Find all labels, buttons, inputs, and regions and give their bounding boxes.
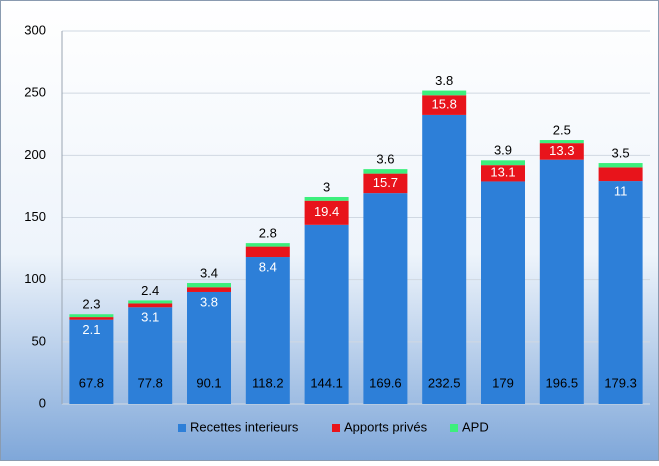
bar-segment [481, 181, 525, 404]
data-label: 232.5 [428, 375, 461, 390]
bar-segment [363, 173, 408, 194]
bar-segment [422, 90, 467, 96]
data-label: 2.3 [82, 297, 100, 312]
data-label: 3.6 [376, 152, 394, 167]
bar-segment [245, 243, 290, 247]
bar-segment [539, 143, 584, 160]
legend-label: Recettes interieurs [190, 419, 299, 434]
data-label: 77.8 [138, 375, 163, 390]
bar-segment [539, 140, 584, 144]
bar-segment [69, 314, 114, 318]
bar-segment [245, 257, 290, 404]
bar-segment [69, 319, 114, 404]
bar-segment [304, 196, 349, 201]
y-tick-label: 0 [39, 395, 46, 410]
data-label: 3 [323, 179, 330, 194]
bar-segment [422, 114, 467, 405]
data-label: 67.8 [79, 375, 104, 390]
data-label: 8.4 [259, 259, 277, 274]
data-label: 11 [614, 184, 628, 199]
legend-label: APD [462, 419, 489, 434]
bar-segment [304, 224, 349, 404]
y-tick-label: 250 [24, 85, 46, 100]
legend-swatch [332, 424, 340, 432]
data-label: 90.1 [196, 375, 221, 390]
data-label: 179.3 [604, 375, 637, 390]
bar-segment [363, 169, 408, 174]
bar-segment [481, 160, 525, 166]
data-label: 144.1 [310, 375, 343, 390]
data-label: 196.5 [546, 375, 579, 390]
data-label: 2.5 [553, 122, 571, 137]
bar-segment [128, 307, 173, 404]
bar-segment [598, 163, 643, 168]
bar-segment [128, 300, 173, 304]
data-label: 19.4 [314, 204, 339, 219]
y-tick-label: 50 [32, 333, 46, 348]
data-label: 2.4 [141, 283, 159, 298]
bar-segment [187, 283, 231, 288]
data-label: 118.2 [252, 375, 284, 390]
y-tick-label: 150 [24, 209, 46, 224]
bar-segment [187, 287, 231, 292]
data-label: 179 [492, 375, 514, 390]
data-label: 3.8 [435, 73, 453, 88]
data-label: 2.8 [259, 226, 277, 241]
legend-swatch [178, 424, 186, 432]
bar-segment [187, 291, 231, 404]
data-label: 3.8 [200, 294, 218, 309]
data-label: 3.9 [494, 143, 512, 158]
y-tick-label: 100 [24, 271, 46, 286]
data-label: 169.6 [369, 375, 402, 390]
bar-segment [128, 303, 173, 308]
y-tick-label: 200 [24, 147, 46, 162]
bar-segment [69, 317, 114, 320]
data-label: 3.5 [612, 145, 630, 160]
data-label: 2.1 [82, 322, 100, 337]
bar-segment [245, 246, 290, 258]
bar-segment [363, 193, 408, 404]
y-tick-label: 300 [24, 22, 46, 37]
data-label: 3.4 [200, 265, 218, 280]
data-label: 13.1 [490, 165, 515, 180]
bar-segment [598, 167, 643, 182]
data-label: 13.3 [549, 143, 574, 158]
legend-label: Apports privés [344, 419, 428, 434]
data-label: 3.1 [141, 310, 159, 325]
bar-segment [539, 159, 584, 404]
bar-segment [422, 95, 467, 115]
data-label: 15.8 [432, 97, 457, 112]
legend-swatch [450, 424, 458, 432]
bar-segment [304, 200, 349, 225]
data-label: 15.7 [373, 175, 398, 190]
bar-segment [598, 181, 643, 404]
bar-segment [481, 165, 525, 182]
